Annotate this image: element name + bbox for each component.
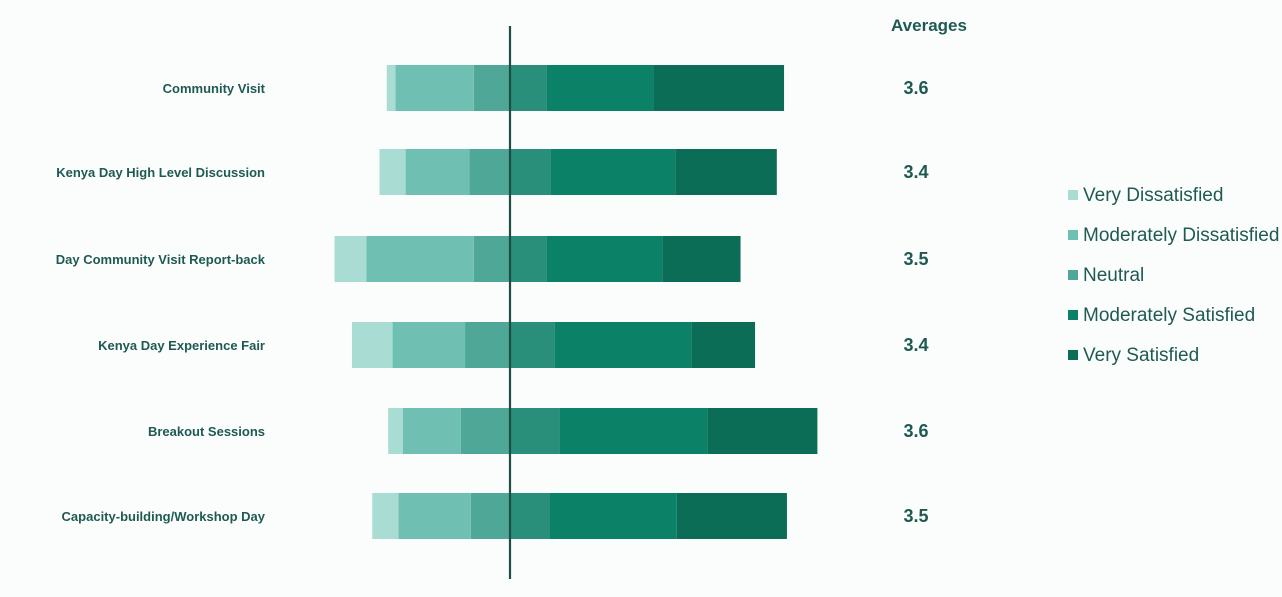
bar-moderately-satisfied bbox=[546, 65, 654, 111]
category-label: Breakout Sessions bbox=[148, 424, 265, 439]
legend-swatch bbox=[1068, 190, 1078, 200]
bar-moderately-satisfied bbox=[550, 149, 676, 195]
category-label: Community Visit bbox=[163, 81, 266, 96]
bar-moderately-dissatisfied bbox=[395, 65, 474, 111]
bar-neutral-right bbox=[510, 149, 551, 195]
legend-swatch bbox=[1068, 230, 1078, 240]
bar-very-satisfied bbox=[691, 322, 756, 368]
bar-neutral-right bbox=[510, 322, 555, 368]
legend-entry: Very Dissatisfied bbox=[1083, 185, 1223, 206]
legend-entry: Moderately Satisfied bbox=[1083, 305, 1255, 326]
bar-neutral-left bbox=[460, 408, 510, 454]
bar-very-satisfied bbox=[675, 149, 777, 195]
bar-very-satisfied bbox=[676, 493, 787, 539]
bar-neutral-left bbox=[473, 65, 510, 111]
bar-moderately-dissatisfied bbox=[366, 236, 474, 282]
legend-entry: Moderately Dissatisfied bbox=[1083, 225, 1279, 246]
category-label: Kenya Day Experience Fair bbox=[98, 338, 265, 353]
bar-neutral-left bbox=[469, 149, 510, 195]
bar-neutral-right bbox=[510, 65, 547, 111]
bar-moderately-dissatisfied bbox=[405, 149, 470, 195]
bar-moderately-dissatisfied bbox=[398, 493, 471, 539]
legend-entry: Neutral bbox=[1083, 265, 1144, 286]
category-label: Kenya Day High Level Discussion bbox=[56, 165, 265, 180]
bar-neutral-right bbox=[510, 493, 550, 539]
bar-moderately-dissatisfied bbox=[392, 322, 466, 368]
bar-moderately-satisfied bbox=[549, 493, 677, 539]
bar-neutral-left bbox=[465, 322, 510, 368]
category-label: Day Community Visit Report-back bbox=[56, 252, 266, 267]
average-value: 3.5 bbox=[903, 506, 928, 526]
bar-moderately-dissatisfied bbox=[402, 408, 461, 454]
bar-very-dissatisfied bbox=[379, 149, 406, 195]
bar-very-dissatisfied bbox=[351, 322, 393, 368]
bar-neutral-right bbox=[510, 408, 560, 454]
legend-swatch bbox=[1068, 350, 1078, 360]
legend-swatch bbox=[1068, 270, 1078, 280]
legend-entry: Very Satisfied bbox=[1083, 345, 1199, 366]
averages-header: Averages bbox=[891, 16, 967, 35]
average-value: 3.6 bbox=[903, 78, 928, 98]
average-value: 3.4 bbox=[903, 335, 928, 355]
bar-very-satisfied bbox=[653, 65, 785, 111]
bar-very-satisfied bbox=[662, 236, 741, 282]
bar-moderately-satisfied bbox=[554, 322, 692, 368]
bar-very-dissatisfied bbox=[334, 236, 367, 282]
legend-swatch bbox=[1068, 310, 1078, 320]
bar-very-dissatisfied bbox=[386, 65, 396, 111]
bar-neutral-left bbox=[473, 236, 510, 282]
bar-very-dissatisfied bbox=[372, 493, 399, 539]
bar-very-satisfied bbox=[707, 408, 818, 454]
bar-neutral-right bbox=[510, 236, 547, 282]
bar-very-dissatisfied bbox=[388, 408, 403, 454]
average-value: 3.5 bbox=[903, 249, 928, 269]
bar-neutral-left bbox=[470, 493, 510, 539]
bar-moderately-satisfied bbox=[559, 408, 708, 454]
category-label: Capacity-building/Workshop Day bbox=[62, 509, 266, 524]
average-value: 3.6 bbox=[903, 421, 928, 441]
average-value: 3.4 bbox=[903, 162, 928, 182]
bar-moderately-satisfied bbox=[546, 236, 663, 282]
